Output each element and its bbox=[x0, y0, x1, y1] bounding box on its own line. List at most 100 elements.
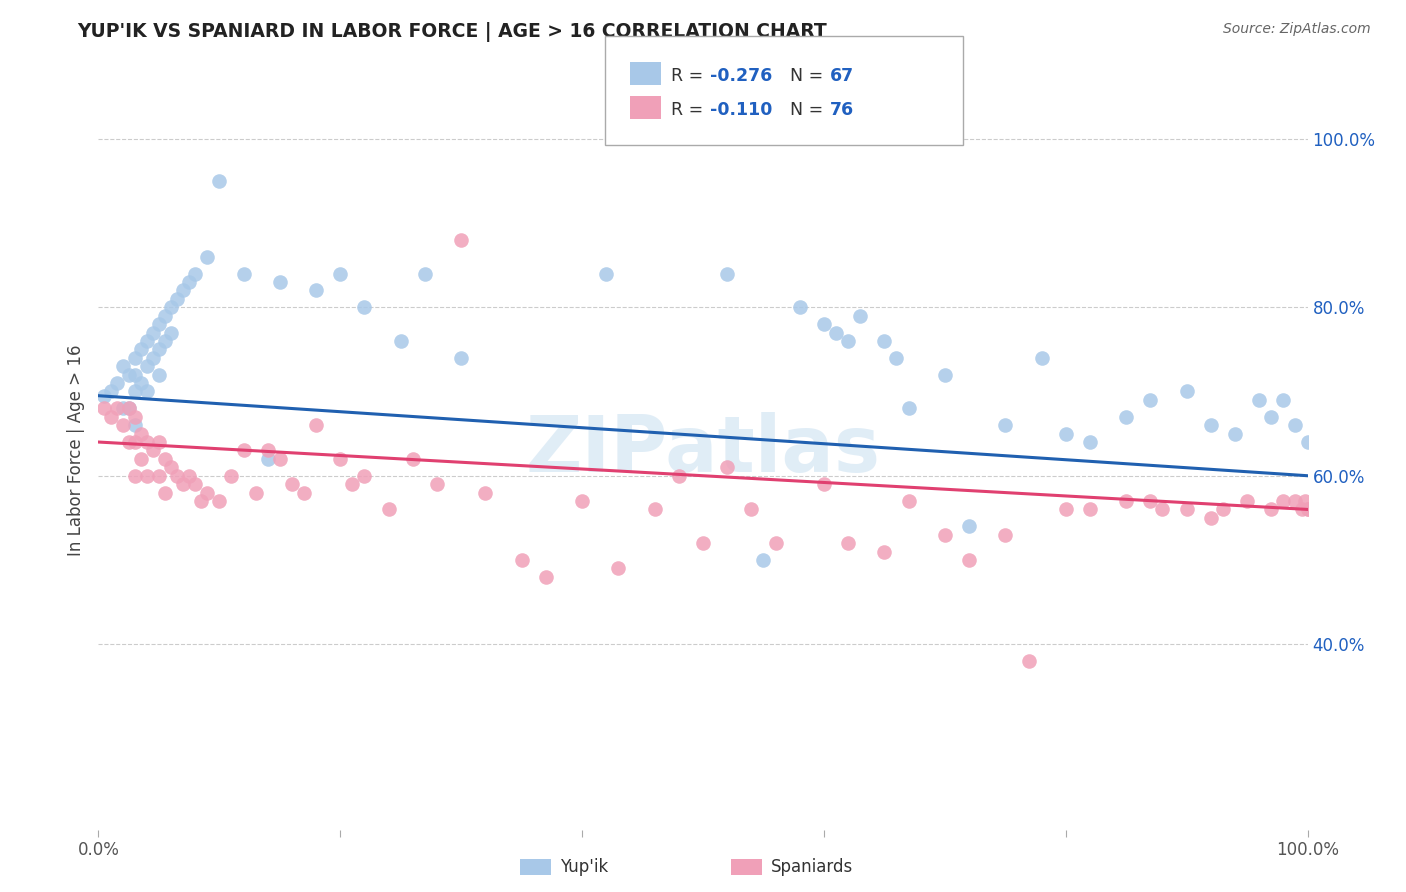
Point bbox=[179, 275, 201, 289]
Point bbox=[232, 267, 254, 281]
Point bbox=[934, 527, 956, 541]
Point bbox=[1078, 435, 1101, 450]
Point bbox=[124, 418, 146, 433]
Point bbox=[1296, 502, 1319, 516]
Point bbox=[111, 359, 134, 374]
Point bbox=[886, 351, 908, 365]
Text: N =: N = bbox=[790, 101, 830, 119]
Point bbox=[1272, 392, 1295, 407]
Point bbox=[135, 359, 157, 374]
Point bbox=[129, 376, 152, 390]
Point bbox=[1115, 409, 1137, 424]
Point bbox=[269, 451, 291, 466]
Point bbox=[897, 494, 920, 508]
Point bbox=[1031, 351, 1053, 365]
Point bbox=[135, 435, 157, 450]
Point bbox=[957, 519, 980, 533]
Point bbox=[740, 502, 762, 516]
Text: 67: 67 bbox=[830, 67, 853, 85]
Point bbox=[305, 418, 328, 433]
Point bbox=[124, 409, 146, 424]
Point bbox=[1212, 502, 1234, 516]
Point bbox=[221, 468, 243, 483]
Point bbox=[837, 536, 859, 550]
Point bbox=[534, 570, 557, 584]
Point bbox=[329, 267, 352, 281]
Point bbox=[124, 368, 146, 382]
Point bbox=[571, 494, 593, 508]
Point bbox=[897, 401, 920, 416]
Point bbox=[148, 435, 170, 450]
Point bbox=[245, 485, 267, 500]
Point bbox=[142, 326, 165, 340]
Point bbox=[100, 384, 122, 399]
Point bbox=[1296, 502, 1319, 516]
Point bbox=[644, 502, 666, 516]
Point bbox=[142, 351, 165, 365]
Point bbox=[1223, 426, 1246, 441]
Point bbox=[148, 368, 170, 382]
Point bbox=[190, 494, 212, 508]
Point bbox=[129, 426, 152, 441]
Point bbox=[208, 174, 231, 188]
Point bbox=[934, 368, 956, 382]
Text: ZIPatlas: ZIPatlas bbox=[526, 412, 880, 489]
Point bbox=[413, 267, 436, 281]
Text: R =: R = bbox=[671, 101, 709, 119]
Point bbox=[160, 326, 183, 340]
Text: R =: R = bbox=[671, 67, 709, 85]
Point bbox=[129, 451, 152, 466]
Point bbox=[195, 485, 218, 500]
Point bbox=[752, 553, 775, 567]
Point bbox=[129, 343, 152, 357]
Point bbox=[450, 233, 472, 247]
Point bbox=[716, 460, 738, 475]
Point bbox=[994, 527, 1017, 541]
Point bbox=[172, 284, 194, 298]
Point bbox=[208, 494, 231, 508]
Text: 76: 76 bbox=[830, 101, 853, 119]
Point bbox=[426, 477, 449, 491]
Text: Yup'ik: Yup'ik bbox=[560, 858, 607, 876]
Point bbox=[849, 309, 872, 323]
Point bbox=[389, 334, 412, 348]
Point bbox=[1260, 502, 1282, 516]
Point bbox=[153, 485, 176, 500]
Point bbox=[1199, 418, 1222, 433]
Point bbox=[124, 351, 146, 365]
Point bbox=[402, 451, 425, 466]
Point bbox=[135, 384, 157, 399]
Point bbox=[153, 451, 176, 466]
Point bbox=[595, 267, 617, 281]
Point bbox=[342, 477, 364, 491]
Point bbox=[105, 401, 128, 416]
Point bbox=[1139, 392, 1161, 407]
Point bbox=[1260, 409, 1282, 424]
Point bbox=[135, 334, 157, 348]
Point bbox=[124, 468, 146, 483]
Point bbox=[994, 418, 1017, 433]
Point bbox=[837, 334, 859, 348]
Point bbox=[1249, 392, 1271, 407]
Point bbox=[353, 468, 375, 483]
Point bbox=[1152, 502, 1174, 516]
Point bbox=[1199, 511, 1222, 525]
Point bbox=[153, 309, 176, 323]
Point bbox=[1175, 502, 1198, 516]
Point bbox=[111, 418, 134, 433]
Point bbox=[873, 334, 896, 348]
Point bbox=[118, 368, 141, 382]
Point bbox=[957, 553, 980, 567]
Text: YUP'IK VS SPANIARD IN LABOR FORCE | AGE > 16 CORRELATION CHART: YUP'IK VS SPANIARD IN LABOR FORCE | AGE … bbox=[77, 22, 827, 42]
Point bbox=[148, 317, 170, 331]
Point bbox=[124, 384, 146, 399]
Point bbox=[1139, 494, 1161, 508]
Y-axis label: In Labor Force | Age > 16: In Labor Force | Age > 16 bbox=[66, 344, 84, 557]
Point bbox=[118, 435, 141, 450]
Point bbox=[100, 409, 122, 424]
Point bbox=[148, 468, 170, 483]
Point bbox=[124, 435, 146, 450]
Point bbox=[292, 485, 315, 500]
Point bbox=[166, 468, 188, 483]
Text: Spaniards: Spaniards bbox=[770, 858, 852, 876]
